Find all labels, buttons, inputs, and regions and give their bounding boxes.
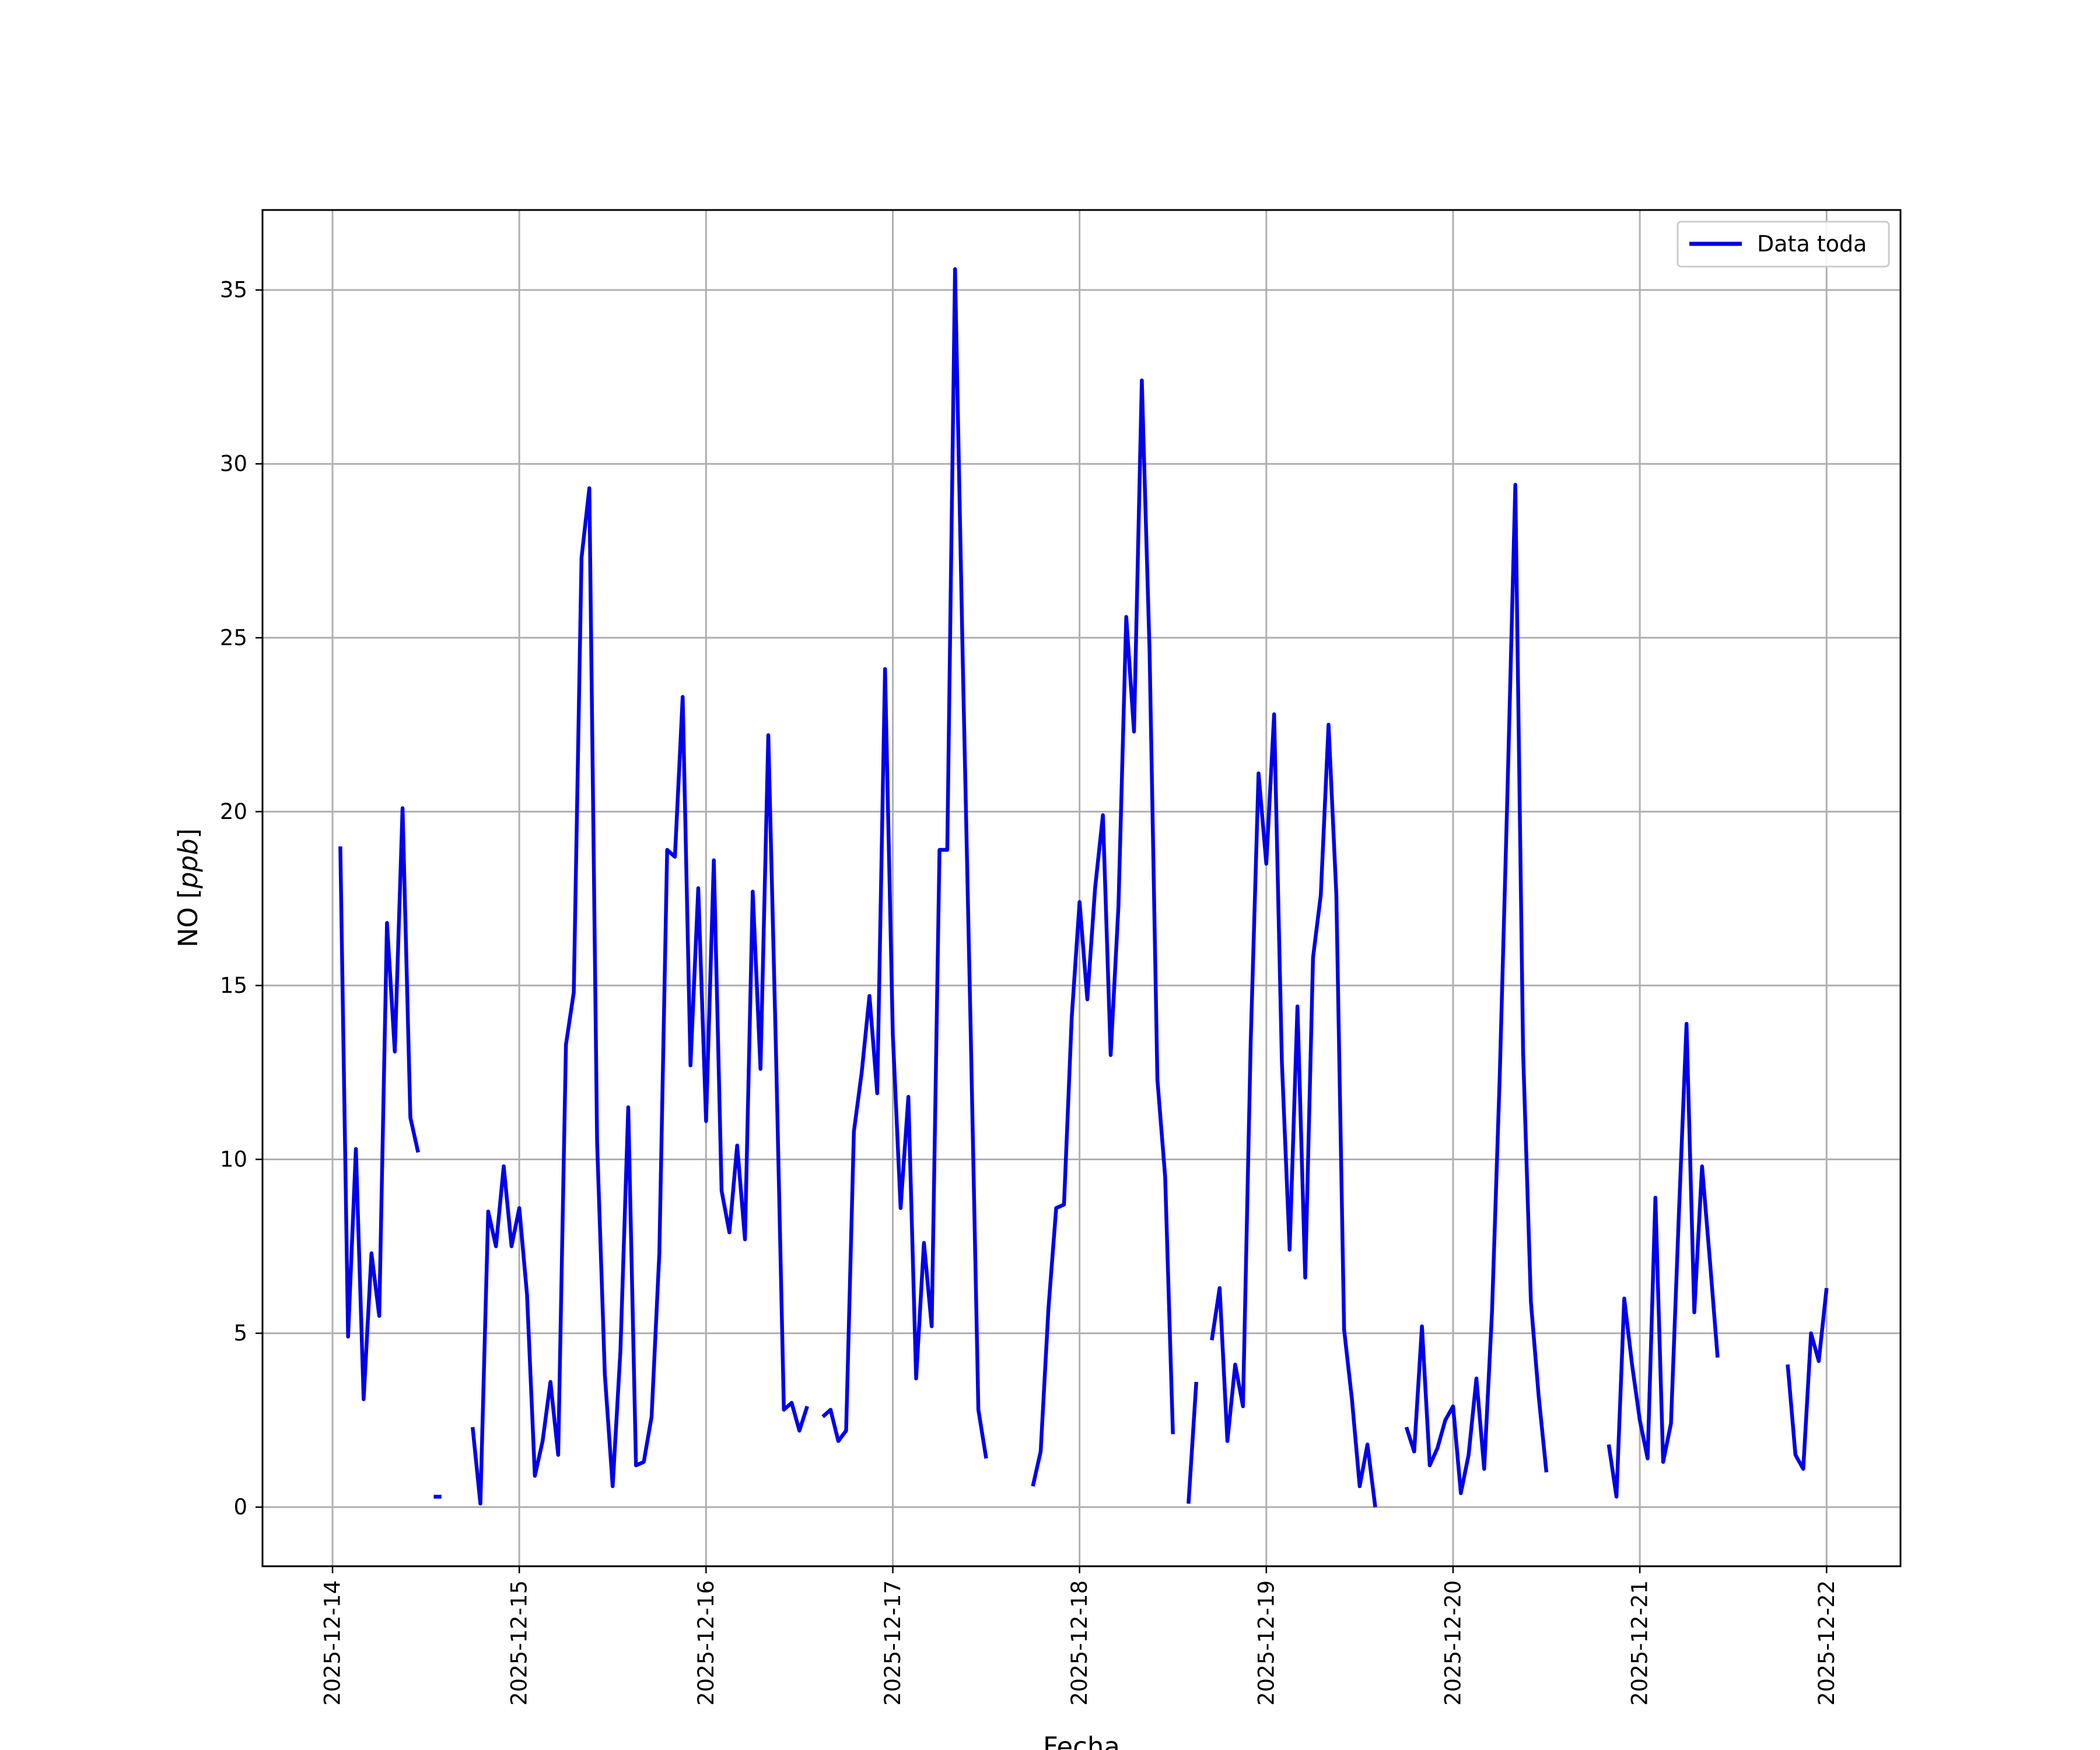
legend-box xyxy=(1676,220,1890,268)
legend: Data toda xyxy=(1676,220,1890,268)
plot-frame xyxy=(261,209,1902,1567)
y-axis-title: NO [ppb] xyxy=(173,828,204,947)
y-axis-title-unit: ppb xyxy=(173,838,204,889)
x-tick-label: 2025-12-16 xyxy=(694,1580,719,1706)
x-tick-label: 2025-12-19 xyxy=(1254,1580,1279,1706)
y-axis-title-prefix: NO [ xyxy=(173,888,204,947)
y-tick-label: 0 xyxy=(233,1494,247,1520)
x-axis-title: Fecha xyxy=(1043,1731,1120,1750)
x-tick-label: 2025-12-18 xyxy=(1067,1580,1092,1706)
y-tick-label: 10 xyxy=(220,1147,247,1172)
y-tick-label: 30 xyxy=(220,452,247,477)
series-line-segment xyxy=(1210,712,1377,1508)
series-line-segment xyxy=(338,806,420,1402)
series-line-segment xyxy=(1404,482,1549,1496)
y-axis-title-suffix: ] xyxy=(173,828,204,839)
y-tick-label: 25 xyxy=(220,625,247,650)
series-line-segment xyxy=(1786,1287,1829,1471)
series-layer xyxy=(338,267,1829,1508)
series-line-segment xyxy=(470,486,809,1506)
x-axis: 2025-12-14 2025-12-15 2025-12-16 2025-12-17… xyxy=(320,1566,1839,1706)
x-tick-label: 2025-12-17 xyxy=(880,1580,905,1706)
series-line-segment xyxy=(1031,378,1175,1487)
x-tick-label: 2025-12-20 xyxy=(1440,1580,1465,1706)
y-tick-label: 35 xyxy=(220,278,247,303)
x-tick-label: 2025-12-22 xyxy=(1814,1580,1839,1706)
y-tick-label: 5 xyxy=(233,1321,247,1346)
series-line-segment xyxy=(1186,1381,1199,1504)
x-tick-label: 2025-12-14 xyxy=(320,1580,345,1706)
legend-label: Data toda xyxy=(1757,231,1867,257)
series-line-segment xyxy=(821,267,988,1459)
y-tick-label: 20 xyxy=(220,799,247,824)
x-tick-label: 2025-12-21 xyxy=(1628,1580,1653,1706)
y-axis: 0 5 10 15 20 25 30 35 xyxy=(220,278,262,1520)
series-line-segment xyxy=(1606,1021,1720,1499)
y-tick-label: 15 xyxy=(220,973,247,998)
plot-area xyxy=(338,267,1829,1508)
x-tick-label: 2025-12-15 xyxy=(507,1580,532,1706)
